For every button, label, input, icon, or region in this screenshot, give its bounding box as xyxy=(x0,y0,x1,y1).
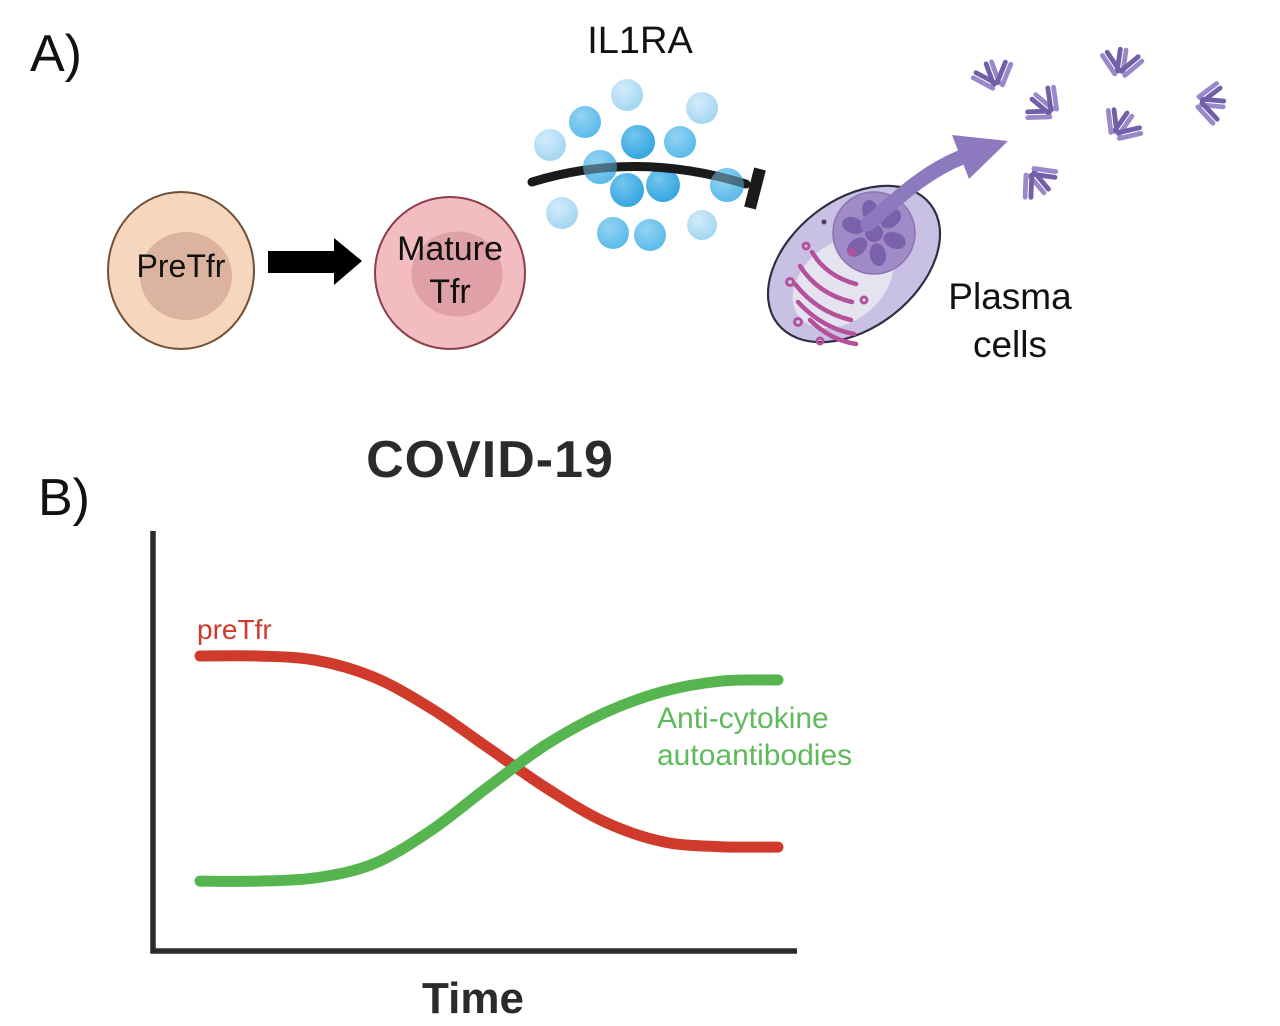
plasma-cells-label-line1: Plasma xyxy=(948,276,1072,317)
cytokine-dot xyxy=(583,150,617,184)
cytokine-dot xyxy=(686,92,718,124)
cytokine-dot xyxy=(664,126,696,158)
er-vesicle-dots xyxy=(785,241,869,346)
antibody-icon xyxy=(1017,77,1071,134)
antibody-icon xyxy=(1192,78,1228,128)
cytokine-dot xyxy=(534,129,566,161)
cytokine-dot xyxy=(646,168,680,202)
autoantibody-curve-label-line1: Anti-cytokine xyxy=(657,702,829,735)
cytokine-dot xyxy=(611,79,643,111)
mature-tfr-cell xyxy=(374,196,526,350)
mature-tfr-label: Mature Tfr xyxy=(375,228,525,314)
pretfr-curve-label: preTfr xyxy=(197,614,272,645)
antibody-icon xyxy=(1009,154,1066,208)
panel-a-label: A) xyxy=(30,25,82,83)
mature-tfr-label-line1: Mature xyxy=(397,230,503,268)
inhibition-tbar xyxy=(744,167,766,210)
cytokine-dot xyxy=(597,217,629,249)
mature-tfr-nucleus xyxy=(411,231,503,317)
panel-b-label: B) xyxy=(38,469,90,527)
plasma-cells-label: Plasma cells xyxy=(930,273,1090,369)
x-axis-label: Time xyxy=(422,974,524,1023)
autoantibody-curve xyxy=(194,674,784,887)
chart-title: COVID-19 xyxy=(366,431,614,489)
antibody-icon xyxy=(1096,44,1147,82)
antibody-icon xyxy=(966,52,1021,98)
pretfr-curve xyxy=(194,650,784,853)
cytokine-dot xyxy=(546,197,578,229)
cytokine-dot xyxy=(569,106,601,138)
plasma-cells-label-line2: cells xyxy=(972,324,1048,365)
cytokine-dot xyxy=(710,168,744,202)
il1ra-label: IL1RA xyxy=(587,20,693,62)
maturation-arrow-icon xyxy=(268,238,362,285)
cytokine-dot xyxy=(621,125,655,159)
antibodies xyxy=(966,44,1228,208)
autoantibody-curve-label-line2: autoantibodies xyxy=(657,739,853,772)
plasma-cell xyxy=(766,184,942,347)
autoantibody-curve-label: Anti-cytokine autoantibodies xyxy=(657,700,852,774)
endoplasmic-reticulum xyxy=(792,249,859,347)
mature-tfr-label-line2: Tfr xyxy=(429,273,471,311)
antibody-icon xyxy=(1093,99,1151,152)
cytokine-dot xyxy=(687,210,717,240)
secretion-arrow-icon xyxy=(860,135,1008,232)
line-chart xyxy=(150,531,797,954)
cytokine-dot xyxy=(610,173,644,207)
pre-tfr-cell xyxy=(107,191,255,350)
cytokine-dot xyxy=(634,219,666,251)
chart-axes xyxy=(150,531,797,954)
pre-tfr-nucleus xyxy=(140,232,232,320)
pre-tfr-label: PreTfr xyxy=(136,248,226,284)
cell-speck xyxy=(821,219,827,225)
